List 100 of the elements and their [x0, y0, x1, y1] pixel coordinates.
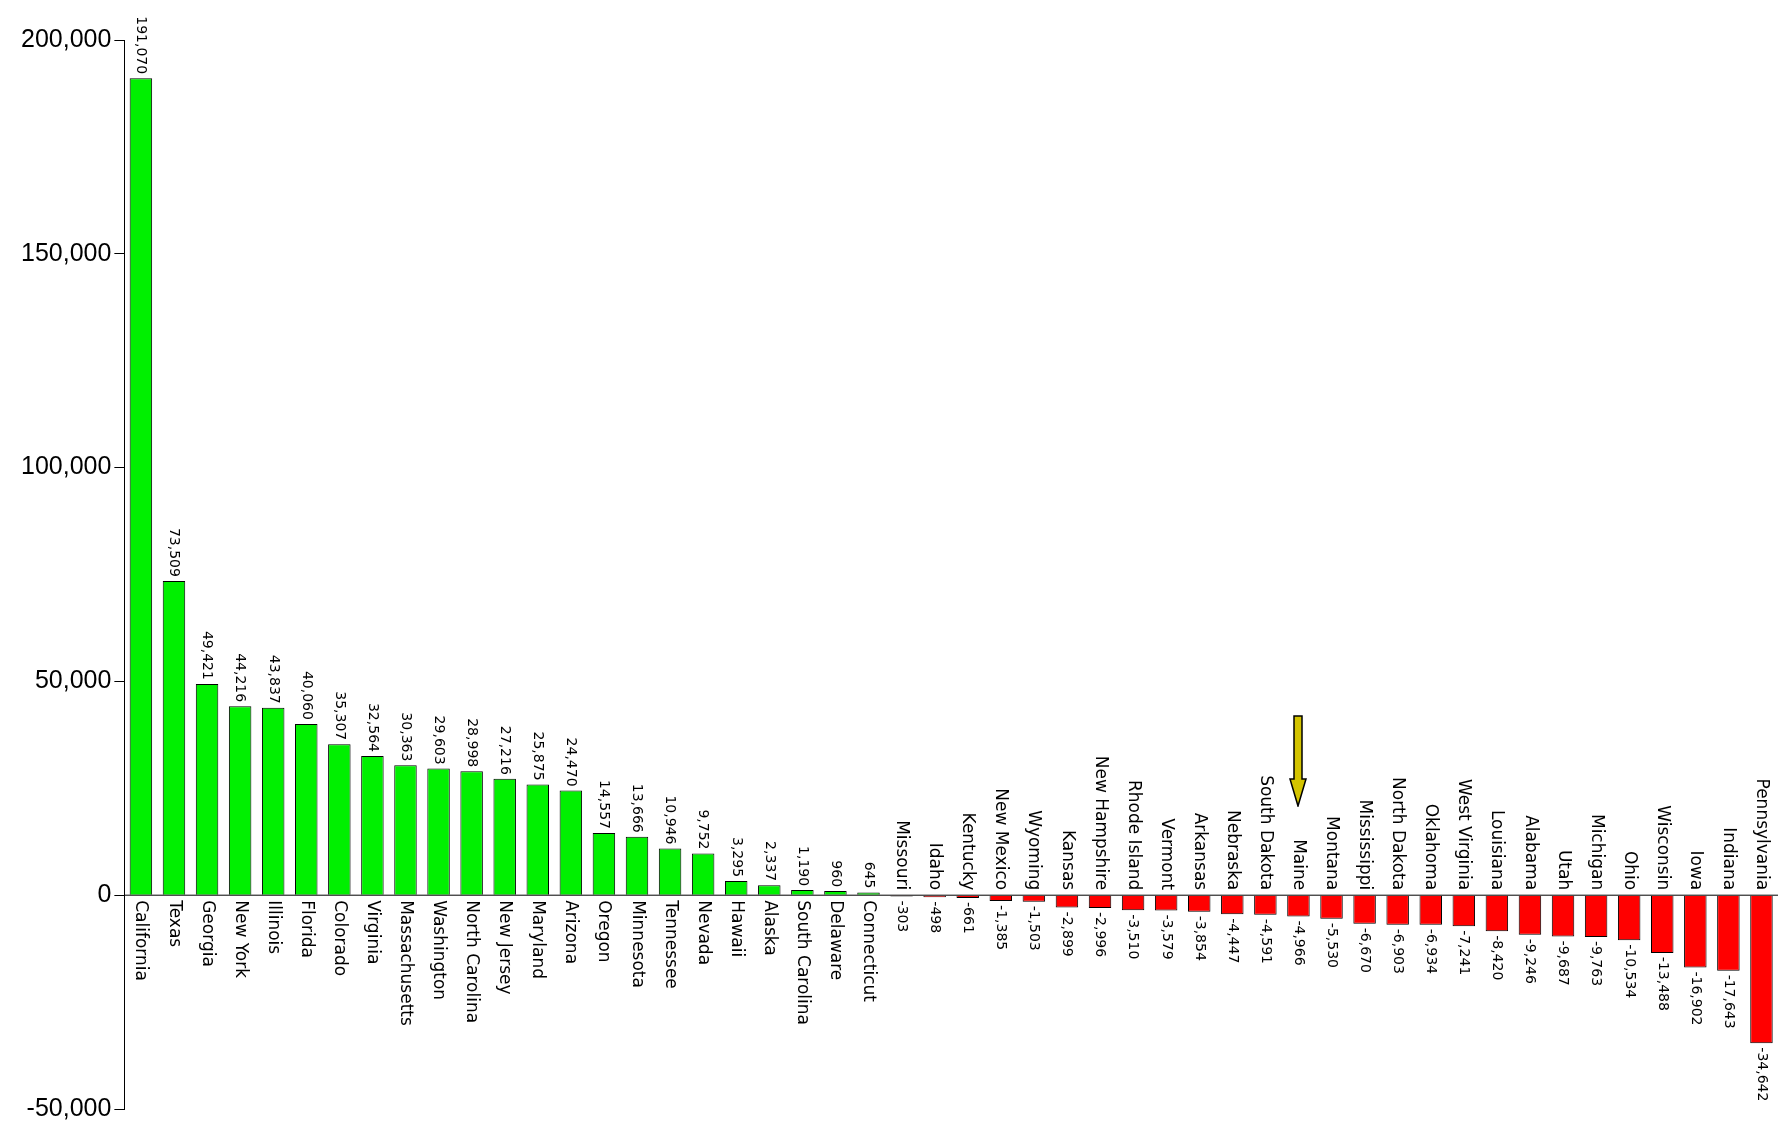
data-label: -303 — [894, 900, 911, 933]
data-label: -34,642 — [1754, 1047, 1771, 1102]
x-tick-label: Rhode Island — [1124, 779, 1145, 891]
x-tick-label: Alabama — [1521, 815, 1542, 891]
data-label: -2,899 — [1060, 911, 1077, 957]
data-label: 28,998 — [464, 718, 481, 768]
x-tick-label: Wyoming — [1025, 810, 1046, 891]
x-tick-label: Tennessee — [661, 899, 682, 989]
y-tick-label: -50,000 — [26, 1092, 112, 1121]
data-label: -17,643 — [1721, 974, 1738, 1029]
x-tick-label: Mississippi — [1356, 799, 1377, 891]
data-label: -2,996 — [1093, 912, 1110, 958]
data-label: -10,534 — [1622, 944, 1639, 999]
data-label: 645 — [861, 861, 878, 889]
x-tick-label: Massachusetts — [397, 900, 418, 1026]
x-tick-label: Michigan — [1587, 813, 1608, 891]
data-label: 30,363 — [398, 712, 415, 762]
x-tick-label: Vermont — [1157, 818, 1178, 891]
data-label: 73,509 — [167, 527, 184, 577]
x-tick-label: Kansas — [1058, 830, 1079, 891]
x-tick-label: Georgia — [198, 900, 219, 967]
x-tick-label: Oklahoma — [1422, 803, 1443, 891]
x-tick-label: Delaware — [827, 900, 848, 981]
data-label: -9,763 — [1589, 940, 1606, 987]
data-label: 14,557 — [597, 779, 614, 829]
data-label: 13,666 — [630, 783, 647, 833]
data-label: 40,060 — [299, 670, 316, 720]
data-label: -9,687 — [1556, 940, 1573, 986]
x-tick-label: California — [132, 900, 153, 981]
x-tick-label: Missouri — [893, 820, 914, 891]
data-label: -6,670 — [1357, 927, 1374, 973]
y-tick-label: 150,000 — [20, 237, 112, 266]
data-label: -1,503 — [1027, 905, 1044, 951]
data-label: -4,591 — [1258, 918, 1275, 964]
data-label: -498 — [928, 901, 945, 934]
x-tick-label: South Dakota — [1256, 775, 1277, 891]
data-label: -661 — [961, 902, 978, 934]
data-label: 9,752 — [696, 809, 713, 850]
data-label: 35,307 — [332, 691, 349, 741]
x-tick-label: Texas — [165, 899, 186, 948]
x-tick-label: New Hampshire — [1091, 755, 1112, 891]
x-tick-label: Maine — [1290, 839, 1311, 891]
data-label: -5,530 — [1324, 922, 1341, 968]
x-tick-label: Indiana — [1719, 827, 1740, 891]
x-tick-label: Utah — [1554, 849, 1575, 891]
x-tick-label: New York — [231, 900, 252, 979]
x-tick-label: Washington — [430, 900, 451, 1001]
x-tick-label: Virginia — [363, 900, 384, 965]
data-label: 27,216 — [498, 725, 515, 775]
x-tick-label: Nebraska — [1223, 810, 1244, 891]
y-tick-label: 0 — [97, 879, 112, 908]
data-label: 25,875 — [531, 731, 548, 781]
data-label: -6,903 — [1391, 928, 1408, 974]
y-tick-label: 50,000 — [34, 665, 112, 694]
data-label: 3,295 — [729, 837, 746, 878]
data-label: -16,902 — [1688, 971, 1705, 1026]
x-tick-label: Wisconsin — [1653, 805, 1674, 891]
x-tick-label: Connecticut — [860, 900, 881, 1003]
x-tick-label: Oregon — [595, 900, 616, 963]
x-tick-label: North Carolina — [463, 900, 484, 1024]
data-label: -1,385 — [994, 905, 1011, 951]
data-label: 32,564 — [365, 702, 382, 753]
data-label: -9,246 — [1523, 938, 1540, 984]
data-label: -3,854 — [1192, 915, 1209, 961]
data-label: 2,337 — [762, 841, 779, 882]
data-label: -13,488 — [1655, 956, 1672, 1011]
x-tick-label: Montana — [1323, 816, 1344, 891]
x-tick-label: Louisiana — [1488, 809, 1509, 891]
x-tick-label: New Jersey — [496, 900, 517, 995]
x-tick-label: Kentucky — [959, 812, 980, 891]
x-tick-label: Florida — [297, 900, 318, 959]
x-tick-label: Ohio — [1620, 850, 1641, 891]
x-tick-label: West Virginia — [1455, 778, 1476, 891]
data-label: 44,216 — [233, 653, 250, 703]
data-label: 49,421 — [200, 630, 217, 680]
data-label: 29,603 — [431, 715, 448, 765]
data-label: -3,510 — [1126, 914, 1143, 960]
x-tick-label: Iowa — [1686, 850, 1707, 891]
data-label: -6,934 — [1424, 928, 1441, 975]
x-tick-label: South Carolina — [793, 900, 814, 1025]
x-tick-label: Illinois — [264, 900, 285, 955]
y-tick-label: 200,000 — [20, 23, 112, 52]
x-tick-label: Arizona — [562, 900, 583, 965]
x-tick-label: Arkansas — [1190, 812, 1211, 891]
x-tick-label: Idaho — [926, 842, 947, 891]
data-label: 24,470 — [564, 737, 581, 787]
data-label: -4,447 — [1225, 918, 1242, 964]
x-tick-label: Pennsylvania — [1753, 778, 1774, 891]
x-tick-label: Hawaii — [727, 900, 748, 958]
data-label: -7,241 — [1457, 930, 1474, 976]
data-label: 1,190 — [795, 846, 812, 887]
x-tick-label: North Dakota — [1389, 777, 1410, 891]
data-label: 960 — [828, 860, 845, 888]
data-label: 43,837 — [266, 654, 283, 704]
x-tick-label: Maryland — [529, 900, 550, 980]
x-tick-label: Minnesota — [628, 900, 649, 988]
x-tick-label: Colorado — [330, 900, 351, 977]
x-tick-label: Alaska — [760, 900, 781, 956]
data-label: -4,966 — [1291, 920, 1308, 966]
data-label: -8,420 — [1490, 935, 1507, 981]
